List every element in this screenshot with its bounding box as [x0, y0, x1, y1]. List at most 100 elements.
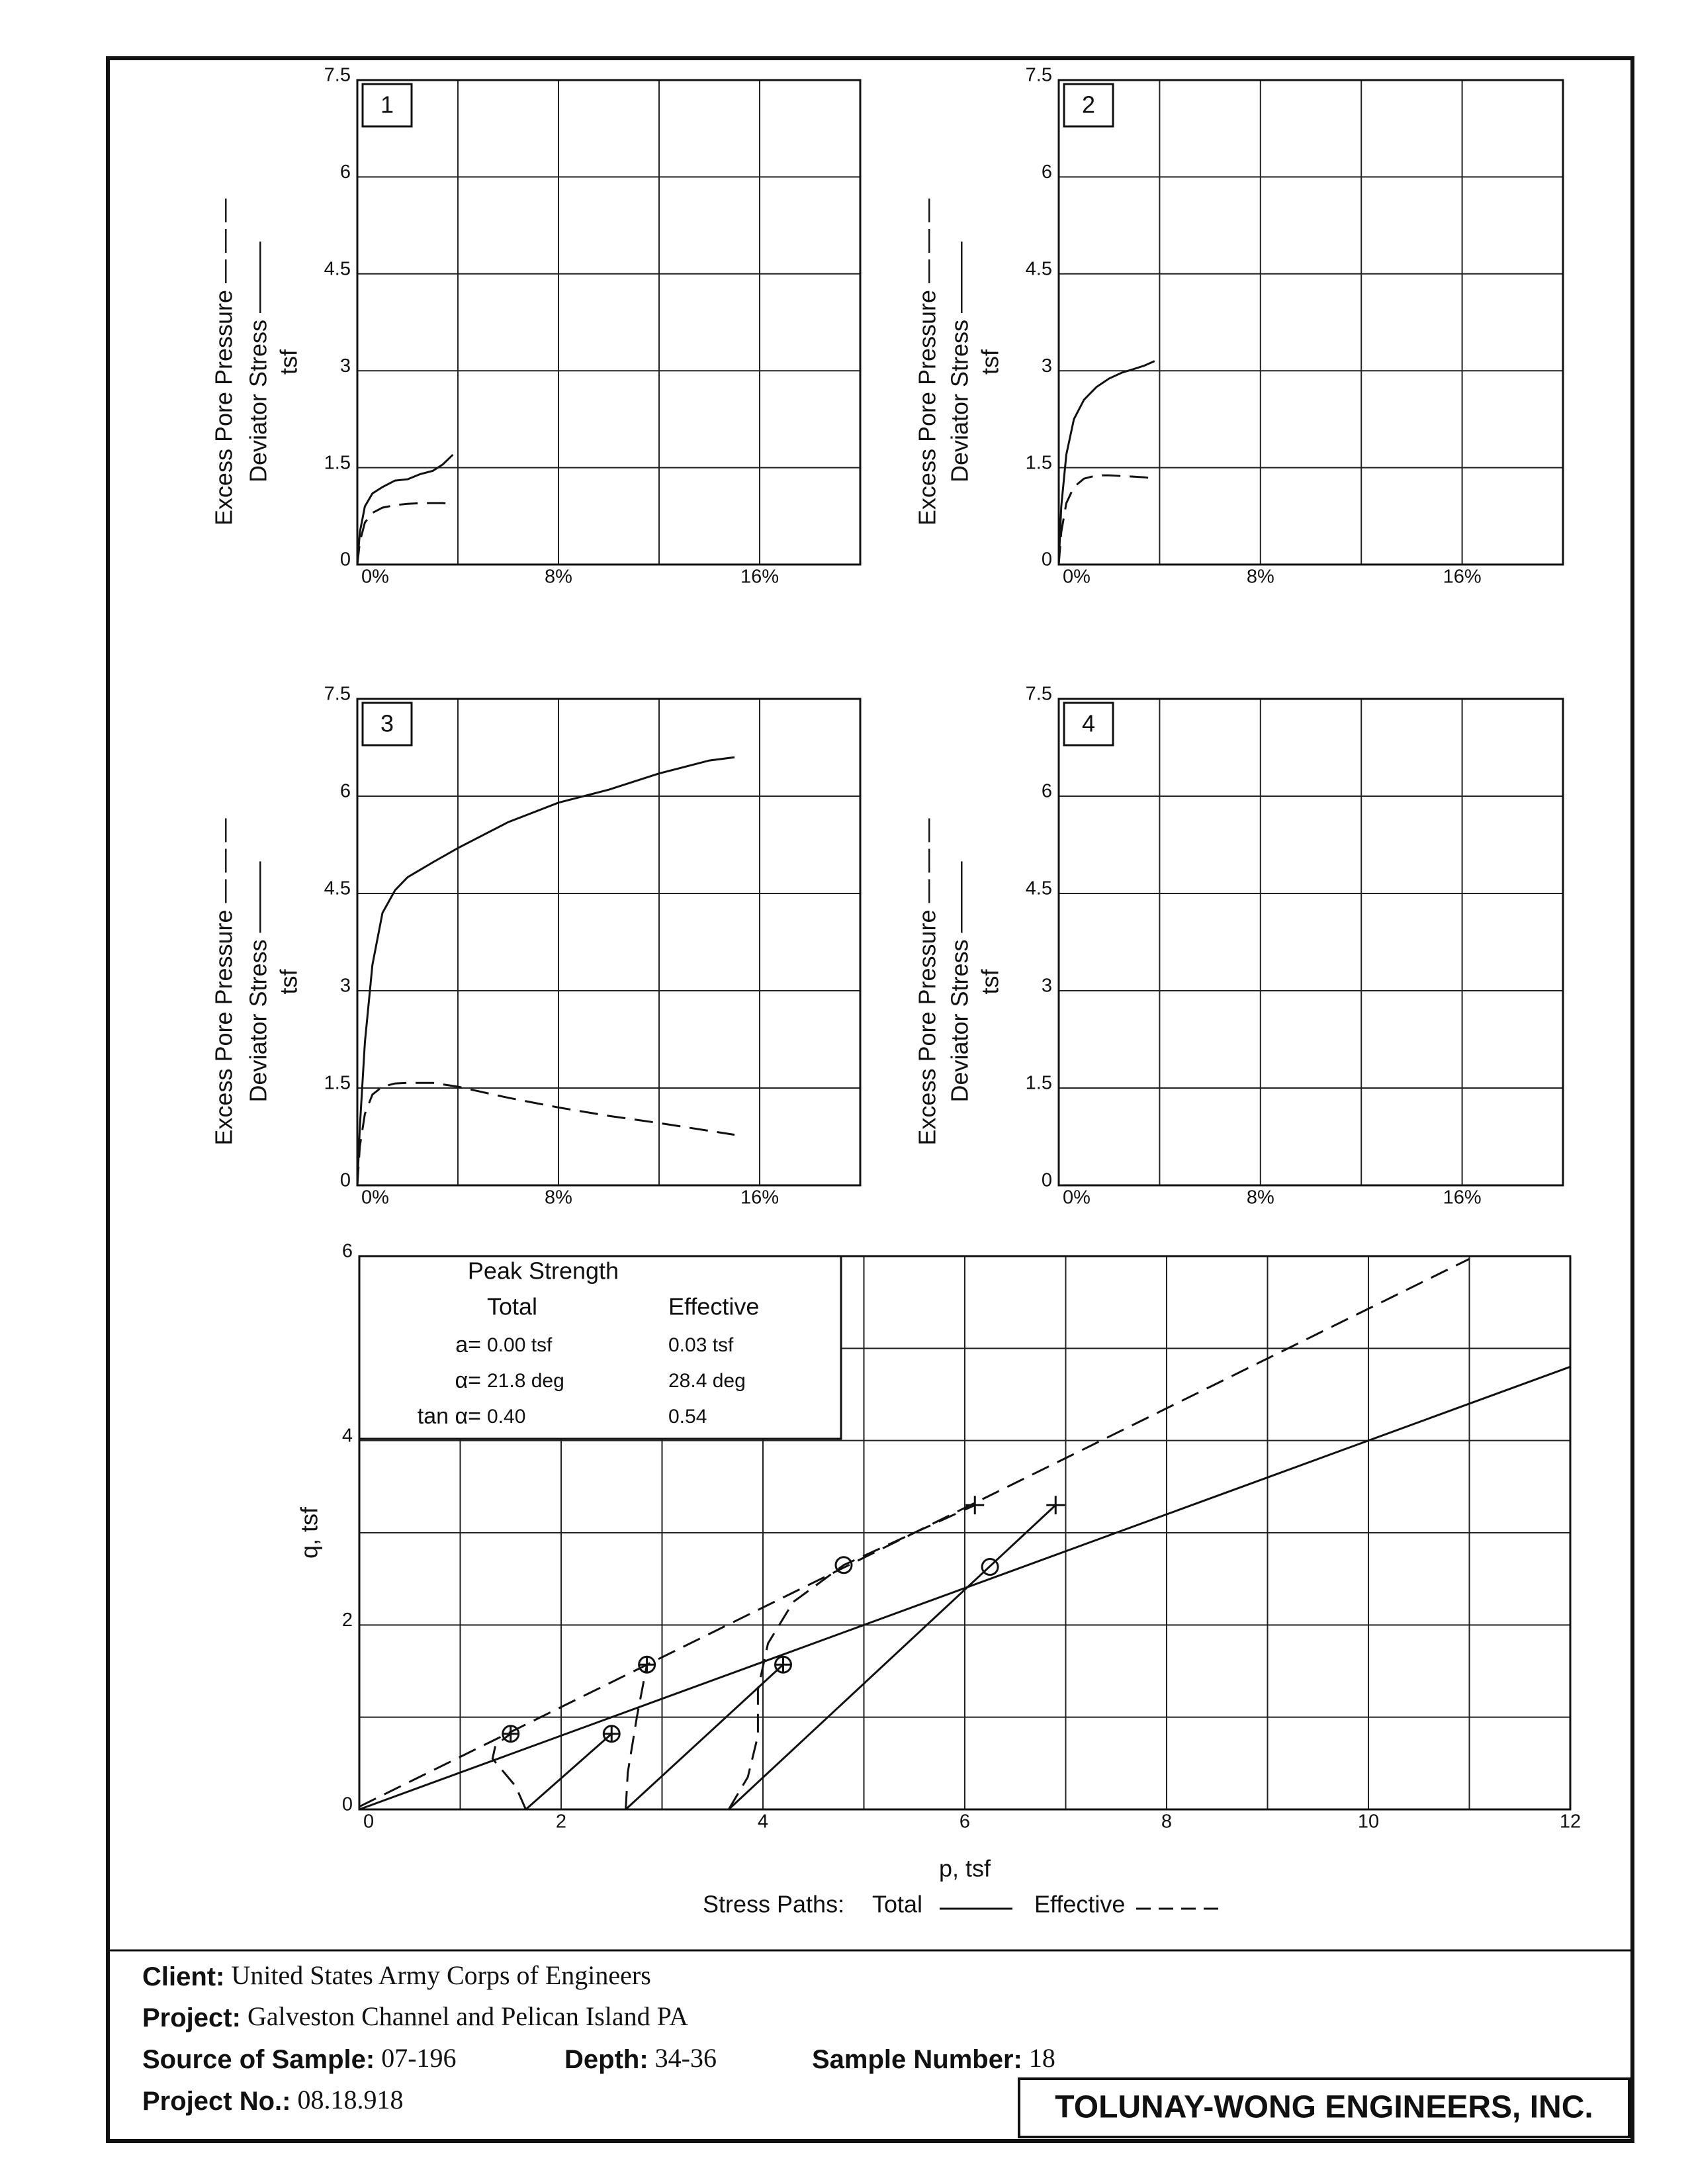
depth-value: 34-36: [655, 2043, 717, 2073]
y-axis-title: Deviator Stress ———: [946, 242, 973, 482]
marker-circle: [834, 1556, 853, 1574]
table-cell: 28.4 deg: [668, 1370, 746, 1392]
y-tick-label: 4.5: [324, 258, 351, 279]
table-row-label: a=: [455, 1332, 481, 1357]
panel-number-box: [1063, 83, 1114, 128]
series-line: [356, 1081, 735, 1186]
plot-frame: [356, 698, 862, 1187]
project-label: Project:: [142, 2003, 241, 2032]
project-no-label: Project No.:: [142, 2087, 290, 2116]
page-frame: [106, 56, 1634, 2143]
y-tick-label: 1.5: [1026, 452, 1052, 473]
table-cell: 21.8 deg: [487, 1370, 564, 1392]
marker: [965, 1496, 985, 1515]
series-line: [359, 1365, 1571, 1811]
marker: [834, 1556, 853, 1574]
x-tick-label: 16%: [740, 1187, 779, 1208]
y-tick-label: 1.5: [324, 452, 351, 473]
y-axis-title: q, tsf: [296, 1506, 323, 1559]
x-tick-label: 8%: [1247, 567, 1274, 588]
plot-frame: [358, 1255, 1572, 1811]
table-column: Total: [487, 1293, 537, 1320]
y-axis-title: Excess Pore Pressure — — —: [914, 199, 941, 525]
y-tick-label: 6: [1042, 781, 1052, 802]
panel-number: 4: [1082, 710, 1095, 737]
source-label: Source of Sample:: [142, 2045, 375, 2074]
marker: [602, 1725, 621, 1743]
y-tick-label: 1.5: [1026, 1073, 1052, 1094]
company-box: [1018, 2077, 1630, 2138]
x-axis-title: p, tsf: [939, 1855, 991, 1882]
series-line: [356, 756, 735, 1186]
y-axis-title: tsf: [275, 349, 302, 375]
x-tick-label: 12: [1560, 1811, 1581, 1833]
y-tick-label: 4.5: [1026, 878, 1052, 899]
table-cell: 0.00 tsf: [487, 1334, 553, 1356]
client-label: Client:: [142, 1962, 224, 1991]
project-no-line: Project No.: 08.18.918: [142, 2085, 403, 2115]
y-tick-label: 0: [342, 1794, 353, 1815]
y-tick-label: 6: [340, 781, 351, 802]
sample-line: Sample Number: 18: [812, 2043, 1055, 2073]
project-line: Project: Galveston Channel and Pelican Is…: [142, 2001, 688, 2032]
y-tick-label: 0: [340, 1170, 351, 1191]
marker: [638, 1655, 656, 1674]
company-name: TOLUNAY-WONG ENGINEERS, INC.: [1055, 2090, 1593, 2125]
y-axis-title: Deviator Stress ———: [245, 861, 272, 1102]
y-tick-label: 1.5: [324, 1073, 351, 1094]
source-line: Source of Sample: 07-196: [142, 2043, 457, 2073]
table-column: Effective: [668, 1293, 759, 1320]
series-line: [356, 502, 453, 565]
marker: [774, 1655, 792, 1674]
y-tick-label: 3: [1042, 355, 1052, 377]
project-no-value: 08.18.918: [297, 2085, 403, 2115]
y-tick-label: 3: [340, 976, 351, 997]
depth-label: Depth:: [564, 2045, 648, 2074]
sample-value: 18: [1029, 2043, 1055, 2073]
y-axis-title: Excess Pore Pressure — — —: [914, 818, 941, 1145]
table-cell: 0.03 tsf: [668, 1334, 734, 1356]
table-row-label: α=: [455, 1368, 481, 1393]
project-value: Galveston Channel and Pelican Island PA: [247, 2001, 688, 2031]
x-tick-label: 10: [1358, 1811, 1379, 1833]
y-tick-label: 2: [342, 1610, 353, 1631]
y-tick-label: 4.5: [1026, 258, 1052, 279]
legend-title: Stress Paths:: [703, 1891, 844, 1918]
series-line: [727, 1504, 975, 1810]
y-axis-title: tsf: [977, 349, 1004, 375]
x-tick-label: 0%: [1063, 567, 1091, 588]
series-line: [491, 1733, 527, 1810]
client-line: Client: United States Army Corps of Engin…: [142, 1960, 651, 1991]
legend-label: Total: [872, 1891, 922, 1918]
series-line: [1057, 474, 1155, 565]
plot-frame: [1057, 698, 1564, 1187]
series-line: [625, 1664, 648, 1810]
x-tick-label: 6: [959, 1811, 970, 1833]
client-value: United States Army Corps of Engineers: [231, 1960, 650, 1990]
panel-number-box: [361, 702, 413, 747]
series-line: [525, 1733, 613, 1811]
y-tick-label: 3: [340, 355, 351, 377]
legend-label: Effective: [1034, 1891, 1125, 1918]
y-tick-label: 7.5: [324, 684, 351, 705]
y-tick-label: 7.5: [324, 65, 351, 86]
x-tick-label: 16%: [1443, 1187, 1482, 1208]
y-tick-label: 4.5: [324, 878, 351, 899]
x-tick-label: 16%: [1443, 567, 1482, 588]
x-tick-label: 8%: [1247, 1187, 1274, 1208]
y-axis-title: Excess Pore Pressure — — —: [210, 199, 238, 525]
y-tick-label: 3: [1042, 976, 1052, 997]
table-cell: 0.40: [487, 1406, 525, 1428]
panel-number: 1: [380, 91, 394, 118]
y-axis-title: Excess Pore Pressure — — —: [210, 818, 238, 1145]
marker-circle: [981, 1558, 999, 1576]
x-tick-label: 4: [758, 1811, 768, 1833]
panel-number-box: [361, 83, 413, 128]
x-tick-label: 16%: [740, 567, 779, 588]
depth-line: Depth: 34-36: [564, 2043, 717, 2073]
y-tick-label: 6: [342, 1241, 353, 1262]
x-tick-label: 8%: [545, 1187, 572, 1208]
plot-frame: [356, 79, 862, 566]
y-axis-title: Deviator Stress ———: [946, 861, 973, 1102]
